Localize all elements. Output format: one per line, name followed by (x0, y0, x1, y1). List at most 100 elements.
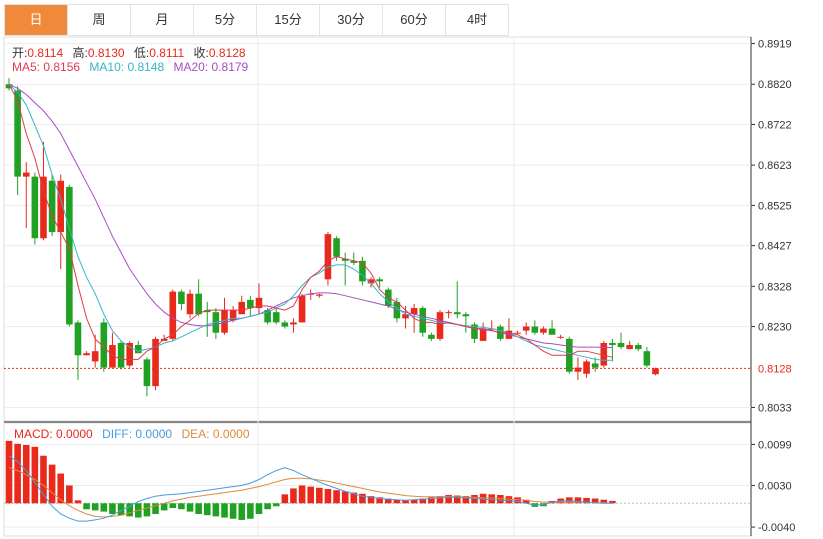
candle-body-73 (634, 345, 642, 350)
candle-body-3 (31, 176, 39, 239)
candle-body-37 (324, 234, 332, 280)
macd-bar-18 (160, 503, 168, 511)
ma5-label: MA5: (12, 60, 41, 74)
macd-bar-45 (393, 499, 401, 504)
macd-bar-11 (100, 503, 108, 512)
macd-bar-68 (591, 498, 599, 504)
macd-bar-41 (359, 493, 366, 504)
candle-body-50 (436, 312, 444, 339)
candle-body-19 (169, 291, 177, 339)
macd-bar-0 (5, 440, 13, 504)
macd-bar-54 (471, 494, 478, 504)
ma-info: MA5: 0.8156 MA10: 0.8148 MA20: 0.8179 (12, 60, 254, 74)
candle-body-67 (583, 361, 590, 374)
tab-7[interactable]: 4时 (446, 5, 509, 35)
dea-label: DEA: (181, 427, 210, 441)
low-value: 0.8111 (149, 46, 185, 60)
open-label: 开: (12, 46, 28, 60)
candle-body-71 (617, 342, 625, 348)
candle-body-36 (316, 294, 323, 296)
price-tick-label-3: 0.8623 (758, 160, 792, 172)
macd-bar-27 (238, 503, 246, 520)
tab-2[interactable]: 月 (131, 5, 194, 35)
current-price-label: 0.8128 (758, 363, 792, 375)
macd-bar-48 (419, 498, 427, 504)
macd-panel-frame (3, 422, 752, 537)
candle-body-43 (376, 279, 383, 282)
macd-bar-5 (48, 464, 56, 504)
macd-bar-6 (57, 473, 65, 504)
candle-body-54 (471, 324, 478, 339)
price-tick-label-5: 0.8427 (758, 241, 792, 253)
price-panel-frame (3, 36, 752, 422)
macd-tick-label-1: 0.0030 (758, 480, 792, 492)
close-value: 0.8128 (208, 46, 246, 60)
diff-label: DIFF: (102, 427, 133, 441)
tab-6[interactable]: 60分 (383, 5, 446, 35)
candle-body-55 (479, 328, 487, 341)
candle-body-4 (40, 176, 47, 239)
macd-bar-25 (221, 503, 228, 518)
candle-body-39 (341, 258, 349, 261)
macd-bar-26 (229, 503, 237, 519)
period-tabs: 日周月 5分 15分 30分 60分 4时 (4, 4, 509, 36)
macd-bar-35 (307, 486, 314, 504)
macd-tick-label-0: 0.0099 (758, 439, 792, 451)
tab-3[interactable]: 5分 (194, 5, 257, 35)
candle-body-46 (402, 314, 409, 319)
candle-body-41 (359, 260, 366, 282)
macd-bar-42 (367, 496, 375, 504)
ohlc-info: 开:0.8114 高:0.8130 低:0.8111 收:0.8128 (12, 44, 252, 61)
macd-bar-22 (195, 503, 202, 514)
macd-bar-65 (566, 497, 573, 504)
macd-bar-44 (384, 498, 392, 504)
macd-bar-56 (488, 494, 496, 504)
macd-bar-16 (143, 503, 151, 517)
ma20-line (8, 83, 613, 348)
candle-body-2 (22, 172, 30, 177)
macd-bar-37 (324, 489, 332, 504)
candle-body-15 (135, 345, 142, 354)
candle-body-31 (272, 312, 280, 323)
macd-info: MACD: 0.0000 DIFF: 0.0000 DEA: 0.0000 (14, 427, 256, 441)
price-tick-label-9: 0.8033 (758, 402, 792, 414)
macd-bar-46 (402, 500, 409, 504)
macd-bar-14 (126, 503, 133, 517)
tab-0[interactable]: 日 (5, 5, 68, 35)
open-value: 0.8114 (27, 46, 64, 60)
candle-body-64 (557, 336, 564, 338)
macd-bar-21 (186, 503, 194, 512)
dea-value: 0.0000 (212, 427, 250, 441)
macd-bar-8 (74, 500, 82, 504)
candle-body-42 (367, 279, 375, 284)
candle-body-20 (178, 291, 185, 304)
candle-body-47 (410, 308, 418, 315)
macd-bar-40 (350, 492, 358, 504)
candle-body-49 (428, 334, 435, 339)
candle-body-51 (445, 312, 452, 314)
macd-bar-34 (298, 485, 306, 504)
macd-bar-59 (514, 497, 521, 504)
price-tick-label-4: 0.8525 (758, 200, 792, 212)
candle-body-21 (186, 293, 194, 315)
macd-bar-32 (281, 494, 289, 504)
tab-4[interactable]: 15分 (257, 5, 320, 35)
candle-body-53 (462, 314, 470, 317)
candle-body-40 (350, 260, 358, 263)
tab-5[interactable]: 30分 (320, 5, 383, 35)
current-price-box (752, 360, 808, 377)
macd-bar-51 (445, 494, 452, 504)
candle-body-72 (626, 345, 633, 350)
macd-bar-33 (290, 488, 297, 504)
candle-body-7 (66, 186, 73, 325)
candle-body-59 (514, 332, 521, 334)
candle-body-10 (91, 351, 99, 362)
ma5-line (8, 83, 613, 360)
ma10-line (8, 83, 613, 361)
macd-bar-58 (505, 496, 513, 504)
tab-1[interactable]: 周 (68, 5, 131, 35)
macd-bar-10 (91, 503, 99, 511)
macd-bar-53 (462, 496, 470, 504)
candle-body-74 (643, 351, 651, 366)
